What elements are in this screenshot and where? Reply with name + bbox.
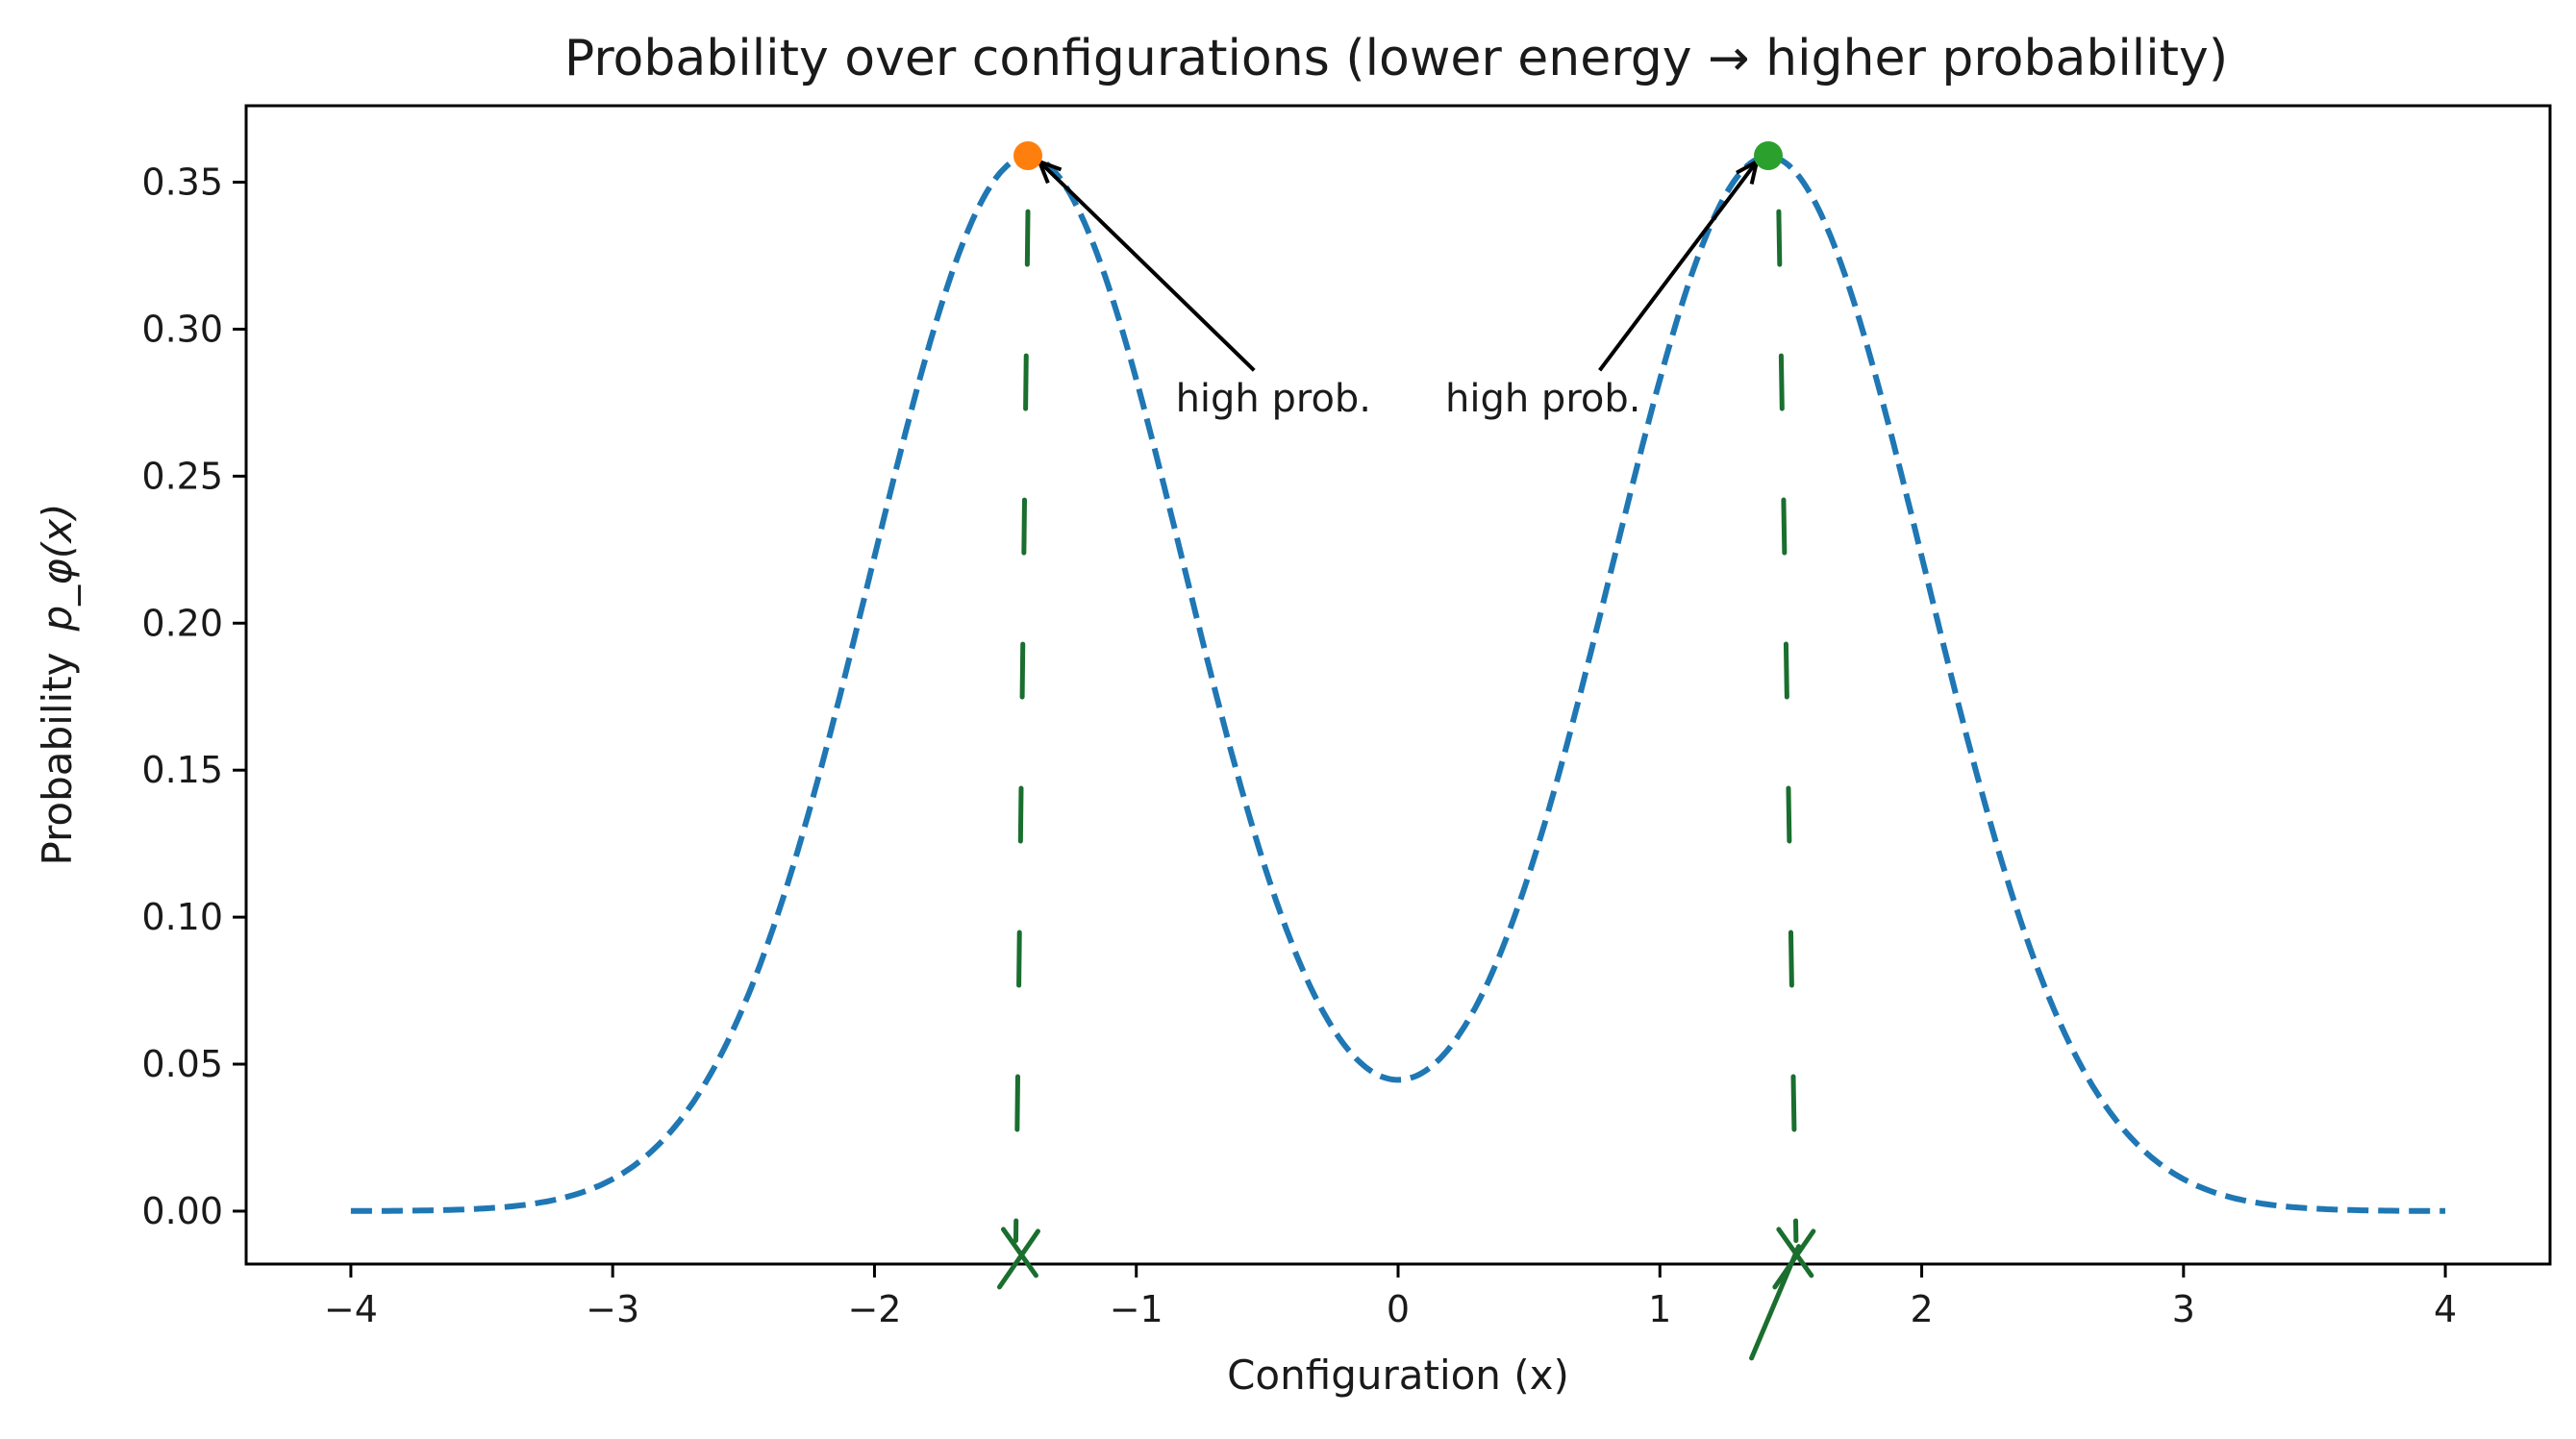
peak-marker [1753,140,1783,170]
plot-area-frame [244,104,2552,1266]
x-axis: −4 −3 −2 −1 0 1 2 3 4 [324,1264,2457,1330]
x-tick-label: 3 [2172,1288,2195,1330]
y-axis-label-text: Probability [34,652,81,865]
series-layer [350,153,2446,1214]
y-axis-label-math: p_φ(x) [34,503,81,632]
x-tick-label: 0 [1387,1288,1410,1330]
x-tick-label: −1 [1110,1288,1163,1330]
y-tick-label: 0.10 [141,896,223,938]
y-tick-label: 0.30 [141,308,223,350]
handwritten-x-mark [996,1227,1040,1290]
x-tick-label: −4 [324,1288,378,1330]
handwritten-overlay [996,209,1816,1361]
handwritten-dashed-line [1776,209,1799,1244]
x-tick-label: 4 [2434,1288,2457,1330]
y-axis-label-group: Probability p_φ(x) [34,503,81,865]
y-tick-label: 0.05 [141,1043,223,1085]
series-line-density [350,153,2446,1214]
x-tick-label: 1 [1648,1288,1671,1330]
handwritten-dashed-line [1013,209,1031,1244]
chart-title: Probability over configurations (lower e… [564,30,2228,87]
marker-layer [1013,140,1783,170]
annotation-arrow-shaft [1038,160,1256,372]
y-tick-label: 0.15 [141,749,223,791]
x-tick-label: −2 [847,1288,901,1330]
x-tick-label: 2 [1910,1288,1933,1330]
annotation-layer: high prob. high prob. [1036,158,1760,421]
y-axis: 0.00 0.05 0.10 0.15 0.20 0.25 0.30 0.35 [141,161,246,1232]
x-tick-label: −3 [586,1288,639,1330]
annotation-arrow-shaft [1598,160,1759,372]
y-axis-label: Probability p_φ(x) [34,503,81,865]
y-tick-label: 0.25 [141,455,223,497]
y-tick-label: 0.20 [141,602,223,644]
x-axis-label: Configuration (x) [1227,1352,1569,1399]
annotation-label: high prob. [1445,377,1640,421]
peak-marker [1013,140,1043,170]
annotation-label: high prob. [1176,377,1371,421]
y-tick-label: 0.35 [141,161,223,204]
handwritten-stroke [1749,1244,1802,1361]
y-tick-label: 0.00 [141,1190,223,1232]
